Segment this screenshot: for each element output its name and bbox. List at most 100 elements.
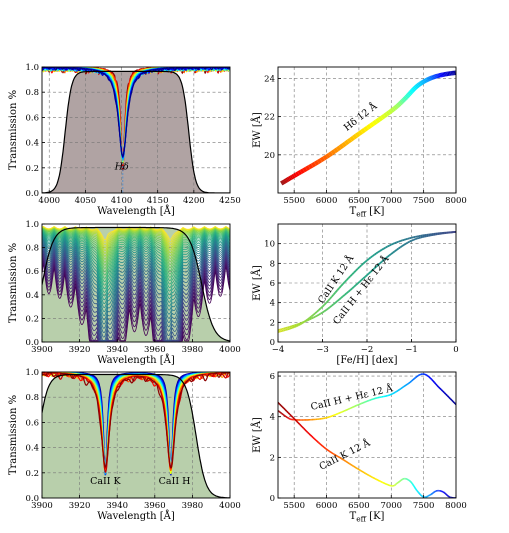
series-segment xyxy=(334,300,338,304)
series-segment xyxy=(394,241,397,244)
series-segment xyxy=(372,476,375,479)
series-segment xyxy=(284,409,288,412)
series-segment xyxy=(330,451,333,454)
series-segment xyxy=(341,410,344,413)
x-tick-label: 5500 xyxy=(283,196,305,206)
series-segment xyxy=(309,434,313,437)
series-segment xyxy=(298,322,301,325)
series-segment xyxy=(314,311,318,315)
series-segment xyxy=(320,305,324,310)
series-segment xyxy=(446,395,450,398)
series-segment xyxy=(424,373,427,376)
series-segment xyxy=(285,328,288,331)
series-segment xyxy=(314,314,318,318)
series-segment xyxy=(342,294,346,298)
series-segment xyxy=(319,156,325,163)
x-tick-label: −4 xyxy=(272,345,285,355)
series-segment xyxy=(293,172,298,178)
series-segment xyxy=(390,243,394,246)
series-segment xyxy=(362,276,366,280)
series-segment xyxy=(365,472,368,476)
series-segment xyxy=(310,161,317,168)
series-segment xyxy=(358,403,361,406)
series-segment xyxy=(419,493,421,496)
series-segment xyxy=(308,315,312,319)
series-segment xyxy=(353,269,357,274)
series-segment xyxy=(390,251,394,255)
series-segment xyxy=(304,429,307,432)
series-segment xyxy=(433,381,437,385)
series-segment xyxy=(284,178,288,183)
x-axis-label-main: T xyxy=(350,511,357,522)
series-segment xyxy=(283,327,286,330)
plot-area xyxy=(42,224,230,342)
y-axis-label: EW [Å] xyxy=(251,417,263,453)
series-segment xyxy=(284,415,287,418)
series-segment xyxy=(427,375,430,378)
series-segment xyxy=(344,292,348,296)
spectrum-line xyxy=(42,229,230,276)
series-segment xyxy=(342,281,346,285)
series-segment xyxy=(412,378,415,381)
series-segment xyxy=(361,402,364,405)
series-segment xyxy=(321,304,325,308)
series-segment xyxy=(381,259,385,263)
series-segment xyxy=(295,171,300,177)
series-segment xyxy=(289,413,292,417)
series-segment xyxy=(335,454,338,457)
series-segment xyxy=(403,242,407,246)
x-axis-label: Teff [K] xyxy=(350,206,385,219)
series-segment xyxy=(329,296,333,300)
y-tick-label: 4 xyxy=(270,299,275,309)
series-segment xyxy=(419,81,423,86)
series-segment xyxy=(429,377,433,381)
series-segment xyxy=(386,244,390,248)
series-segment xyxy=(328,450,332,453)
series-segment xyxy=(340,283,344,287)
y-tick-label: 22 xyxy=(264,113,275,123)
series-segment xyxy=(407,382,410,385)
series-segment xyxy=(319,443,322,446)
series-segment xyxy=(357,403,360,406)
x-tick-label: 7000 xyxy=(380,196,402,206)
series-segment xyxy=(364,259,368,263)
series-segment xyxy=(299,168,305,174)
series-segment xyxy=(443,391,447,395)
series-segment xyxy=(375,264,379,268)
spectrum-line xyxy=(42,236,230,313)
series-segment xyxy=(384,482,387,485)
x-tick-label: 4000 xyxy=(219,345,241,355)
series-segment xyxy=(389,107,395,113)
series-segment xyxy=(418,236,422,239)
series-segment xyxy=(419,494,422,496)
series-segment xyxy=(325,307,329,311)
series-segment xyxy=(343,459,346,462)
series-segment xyxy=(383,257,387,261)
series-segment xyxy=(362,401,365,404)
series-segment xyxy=(346,408,349,411)
series-segment xyxy=(369,121,375,128)
x-axis-label: Wavelength [Å] xyxy=(97,205,175,217)
series-segment xyxy=(338,412,341,415)
series-segment xyxy=(392,250,396,254)
series-segment xyxy=(405,383,408,386)
series-segment xyxy=(322,154,328,161)
series-segment xyxy=(361,470,364,473)
y-tick-label: 0.0 xyxy=(25,189,39,199)
series-segment xyxy=(413,486,416,489)
series-segment xyxy=(414,237,418,241)
x-tick-label: 4000 xyxy=(219,501,241,511)
series-segment xyxy=(332,414,335,417)
series-segment xyxy=(333,301,337,305)
spectrum-line xyxy=(42,232,230,297)
series-segment xyxy=(403,238,407,241)
series-segment xyxy=(294,419,298,423)
x-tick-label: 8000 xyxy=(445,501,467,511)
series-segment xyxy=(352,133,358,140)
series-segment xyxy=(309,317,312,321)
series-segment xyxy=(283,329,286,332)
series-segment xyxy=(413,238,416,241)
series-segment xyxy=(293,418,297,421)
spectrum-line xyxy=(42,248,230,342)
series-segment xyxy=(300,425,303,428)
